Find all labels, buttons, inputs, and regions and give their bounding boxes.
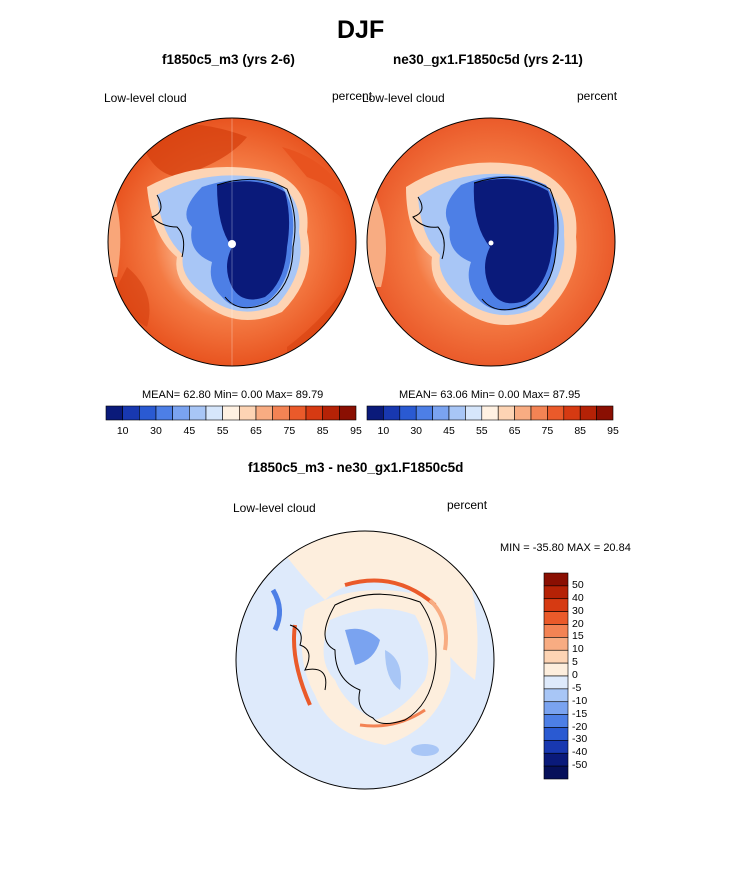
colorbar-tick-label: 10: [377, 425, 390, 437]
colorbar-tick-label: 5: [572, 656, 578, 669]
colorbar-tick-label: 55: [475, 425, 488, 437]
colorbar-tick-label: -15: [572, 707, 588, 720]
colorbar-swatch: [543, 675, 569, 690]
colorbar-swatch: [105, 405, 123, 421]
colorbar-tick-label: 75: [283, 425, 296, 437]
colorbar-swatch: [543, 662, 569, 677]
colorbar-tick-label: 0: [572, 669, 578, 681]
colorbar-swatch: [122, 405, 140, 421]
colorbar-swatch: [543, 740, 569, 754]
colorbar-tick-label: 10: [572, 643, 584, 656]
colorbar-swatch: [543, 598, 569, 612]
colorbar-tick-label: -10: [572, 694, 588, 707]
colorbar-swatch: [205, 405, 223, 421]
colorbar-swatch: [497, 405, 515, 421]
colorbar-swatch: [543, 727, 569, 741]
colorbar-swatch: [530, 405, 548, 421]
panel2-stats: MEAN= 63.06 Min= 0.00 Max= 87.95: [399, 389, 581, 401]
colorbar-swatch: [448, 405, 466, 421]
colorbar-swatch: [543, 752, 569, 767]
panel2-colorbar: [366, 405, 614, 421]
colorbar-swatch: [255, 405, 273, 421]
colorbar-swatch: [415, 405, 433, 421]
colorbar-swatch: [563, 405, 581, 421]
colorbar-swatch: [596, 405, 614, 421]
colorbar-swatch: [543, 637, 569, 651]
colorbar-swatch: [543, 624, 569, 638]
colorbar-tick-label: -20: [572, 720, 588, 733]
colorbar-tick-label: 65: [250, 425, 262, 437]
colorbar-swatch: [189, 405, 207, 421]
panel1-polar-map: [107, 117, 357, 367]
colorbar-tick-label: 85: [574, 425, 587, 437]
colorbar-swatch: [543, 649, 569, 664]
colorbar-swatch: [155, 405, 173, 421]
panel1-case-title: f1850c5_m3 (yrs 2-6): [162, 52, 295, 67]
difference-minmax: MIN = -35.80 MAX = 20.84: [500, 542, 631, 554]
colorbar-swatch: [305, 405, 323, 421]
colorbar-tick-label: 40: [572, 591, 584, 604]
colorbar-swatch: [543, 572, 569, 587]
panel3-units-label: percent: [447, 498, 488, 512]
colorbar-swatch: [399, 405, 417, 421]
panel2-case-title: ne30_gx1.F1850c5d (yrs 2-11): [393, 52, 583, 67]
colorbar-tick-label: 65: [508, 425, 521, 437]
colorbar-swatch: [543, 701, 569, 715]
colorbar-tick-label: -5: [572, 681, 582, 694]
difference-title: f1850c5_m3 - ne30_gx1.F1850c5d: [248, 460, 464, 475]
colorbar-swatch: [547, 405, 565, 421]
colorbar-swatch: [222, 405, 240, 421]
colorbar-tick-label: 95: [607, 425, 619, 437]
colorbar-tick-label: 75: [541, 425, 554, 437]
colorbar-tick-label: 15: [572, 630, 584, 643]
difference-colorbar: [543, 572, 569, 780]
colorbar-swatch: [543, 714, 569, 728]
colorbar-tick-label: -40: [572, 746, 588, 759]
colorbar-swatch: [543, 765, 569, 780]
panel3-field-label: Low-level cloud: [233, 501, 316, 515]
colorbar-swatch: [543, 688, 569, 703]
panel1-units-label: percent: [332, 89, 373, 103]
colorbar-tick-label: 30: [150, 425, 162, 437]
colorbar-tick-label: -30: [572, 733, 588, 746]
colorbar-swatch: [289, 405, 307, 421]
colorbar-tick-label: 50: [572, 578, 584, 591]
colorbar-tick-label: 85: [316, 425, 329, 437]
colorbar-swatch: [239, 405, 257, 421]
colorbar-tick-label: -50: [572, 759, 588, 772]
panel1-field-label: Low-level cloud: [104, 91, 187, 105]
panel2-units-label: percent: [577, 89, 618, 103]
colorbar-swatch: [322, 405, 340, 421]
colorbar-swatch: [514, 405, 532, 421]
colorbar-swatch: [339, 405, 357, 421]
colorbar-tick-label: 30: [410, 425, 423, 437]
panel1-stats: MEAN= 62.80 Min= 0.00 Max= 89.79: [142, 389, 324, 401]
page-title: DJF: [337, 16, 385, 44]
colorbar-swatch: [481, 405, 499, 421]
colorbar-tick-label: 45: [443, 425, 455, 437]
panel2-polar-map: [366, 117, 616, 367]
colorbar-swatch: [543, 585, 569, 600]
colorbar-tick-label: 10: [116, 425, 129, 437]
colorbar-swatch: [465, 405, 483, 421]
colorbar-tick-label: 45: [183, 425, 196, 437]
colorbar-swatch: [383, 405, 401, 421]
colorbar-tick-label: 30: [572, 604, 584, 617]
panel1-colorbar: [105, 405, 357, 421]
colorbar-swatch: [579, 405, 597, 421]
panel2-field-label: Low-level cloud: [362, 91, 445, 105]
colorbar-swatch: [432, 405, 450, 421]
colorbar-tick-label: 20: [572, 617, 584, 630]
difference-polar-map: [235, 530, 495, 790]
colorbar-swatch: [272, 405, 290, 421]
colorbar-swatch: [139, 405, 157, 421]
colorbar-tick-label: 95: [350, 425, 362, 437]
colorbar-tick-label: 55: [216, 425, 229, 437]
colorbar-swatch: [172, 405, 190, 421]
colorbar-swatch: [543, 611, 569, 625]
colorbar-swatch: [366, 405, 384, 421]
